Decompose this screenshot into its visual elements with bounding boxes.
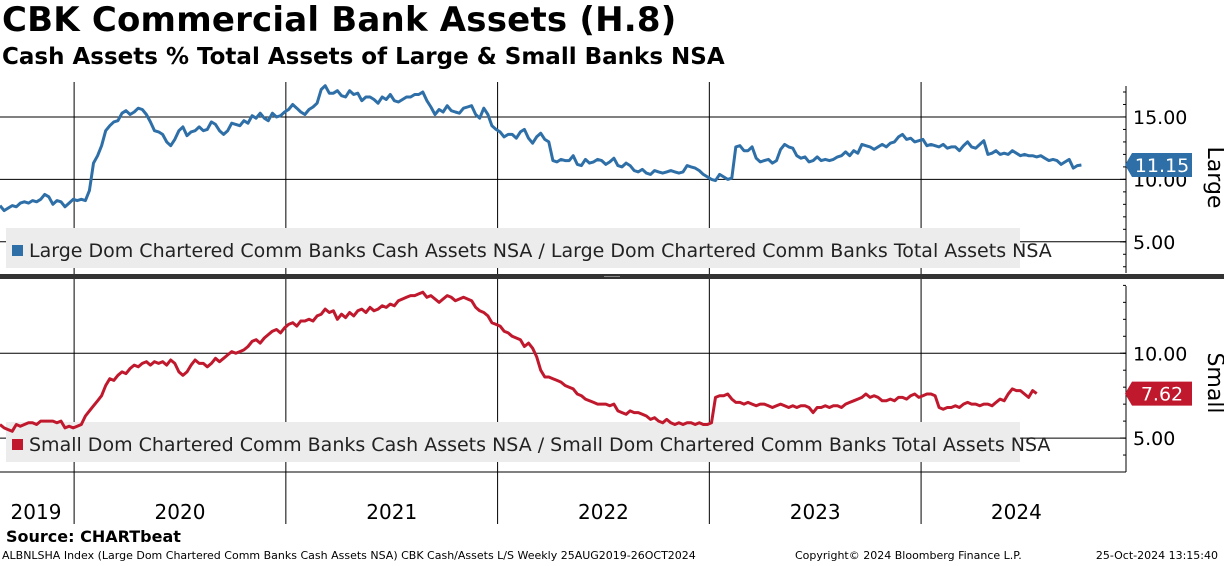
copyright-text: Copyright© 2024 Bloomberg Finance L.P. <box>795 549 1022 562</box>
legend-box <box>6 422 1020 462</box>
panel-axis-label: Large <box>1202 147 1224 209</box>
legend-swatch <box>12 439 23 450</box>
value-tick-label: 5.00 <box>1133 428 1175 450</box>
security-description: ALBNLSHA Index (Large Dom Chartered Comm… <box>2 549 696 562</box>
legend-box <box>6 228 1020 268</box>
series-line-small <box>0 290 1038 433</box>
last-value-label: 7.62 <box>1141 384 1183 406</box>
source-label: Source: CHARTbeat <box>6 527 181 546</box>
year-label: 2023 <box>790 500 841 524</box>
series-line-large <box>0 84 1082 213</box>
legend-swatch <box>12 245 23 256</box>
panel-axis-label: Small <box>1202 352 1224 413</box>
value-tick-label: 5.00 <box>1133 232 1175 254</box>
chart-subtitle: Cash Assets % Total Assets of Large & Sm… <box>2 44 725 70</box>
legend-label: Small Dom Chartered Comm Banks Cash Asse… <box>29 434 1050 456</box>
last-value-tag <box>1125 153 1192 178</box>
last-value-label: 11.15 <box>1135 155 1189 177</box>
timestamp: 25-Oct-2024 13:15:40 <box>1095 549 1218 562</box>
year-label: 2019 <box>11 500 62 524</box>
year-label: 2021 <box>366 500 417 524</box>
legend-label: Large Dom Chartered Comm Banks Cash Asse… <box>29 240 1052 262</box>
value-tick-label: 10.00 <box>1133 343 1187 365</box>
year-label: 2024 <box>991 500 1042 524</box>
year-label: 2020 <box>155 500 206 524</box>
value-tick-label: 15.00 <box>1133 107 1187 129</box>
last-value-tag <box>1125 381 1192 406</box>
chart-title: CBK Commercial Bank Assets (H.8) <box>2 0 677 40</box>
year-label: 2022 <box>578 500 629 524</box>
